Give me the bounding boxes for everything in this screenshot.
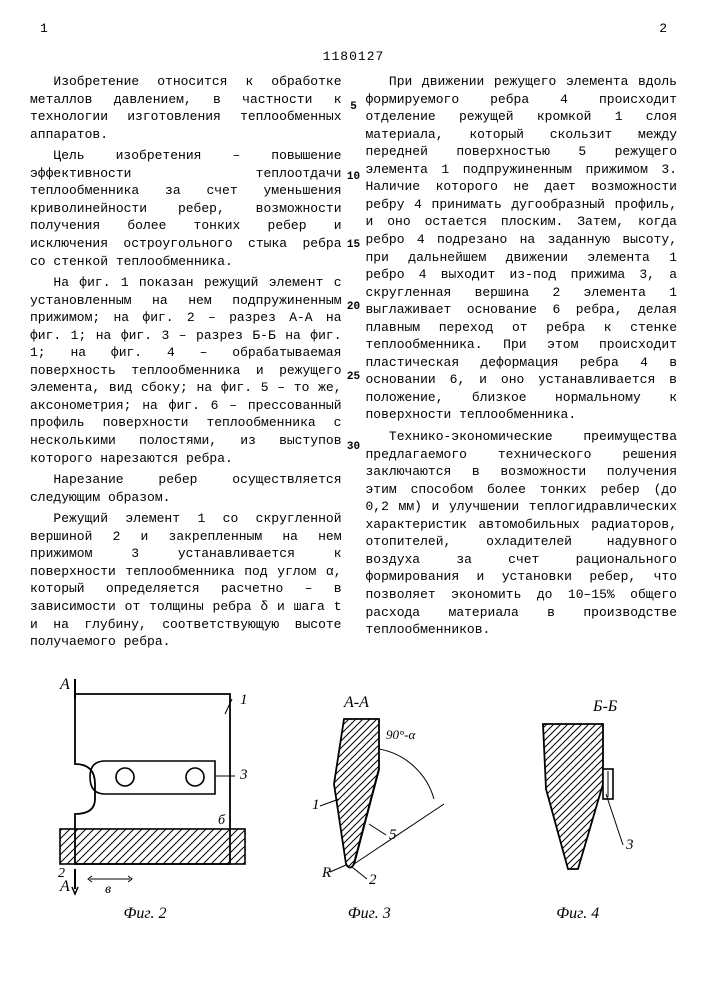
patent-page: 1 2 1180127 5 10 15 20 25 30 Изобретение… [0, 0, 707, 1000]
left-column: Изобретение относится к обработке металл… [30, 73, 342, 655]
patent-number: 1180127 [30, 48, 677, 66]
figure-3: A-A 90°-α 1 5 2 R Фиг. 3 [270, 689, 469, 925]
ref-R: R [321, 865, 331, 881]
ref-3b: 3 [625, 837, 634, 853]
ref-3: 3 [239, 767, 248, 783]
paragraph: Изобретение относится к обработке металл… [30, 73, 342, 143]
paragraph: Нарезание ребер осуществляется следующим… [30, 471, 342, 506]
right-column: При движении режущего элемента вдоль фор… [366, 73, 678, 655]
fig2-label: Фиг. 2 [30, 903, 260, 925]
paragraph: На фиг. 1 показан режущий элемент с уста… [30, 274, 342, 467]
paragraph: Технико-экономические преимущества предл… [366, 428, 678, 639]
paragraph: Режущий элемент 1 со скругленной вершино… [30, 510, 342, 650]
body-columns: Изобретение относится к обработке металл… [30, 73, 677, 655]
section-BB: Б-Б [592, 698, 618, 715]
ref-1b: 1 [312, 797, 320, 813]
ref-2b: 2 [369, 872, 377, 888]
fig4-label: Фиг. 4 [479, 903, 678, 925]
ref-b: б [218, 813, 226, 828]
paragraph: Цель изобретения – повышение эффективнос… [30, 147, 342, 270]
page-index-right: 2 [659, 20, 667, 38]
ref-2: 2 [58, 866, 65, 881]
paragraph: При движении режущего элемента вдоль фор… [366, 73, 678, 424]
header-row: 1 2 [30, 20, 677, 42]
section-AA: A-A [343, 694, 369, 711]
figure-4: Б-Б 3 Фиг. 4 [479, 689, 678, 925]
angle-label: 90°-α [386, 727, 417, 742]
ref-v: в [105, 882, 111, 897]
ref-5: 5 [389, 827, 397, 843]
ref-A-top: A [59, 676, 70, 693]
page-index-left: 1 [40, 20, 48, 38]
fig3-label: Фиг. 3 [270, 903, 469, 925]
figures-row: A A 1 3 2 б в Фиг. 2 [30, 669, 677, 925]
ref-1: 1 [240, 692, 248, 708]
figure-2: A A 1 3 2 б в Фиг. 2 [30, 669, 260, 925]
